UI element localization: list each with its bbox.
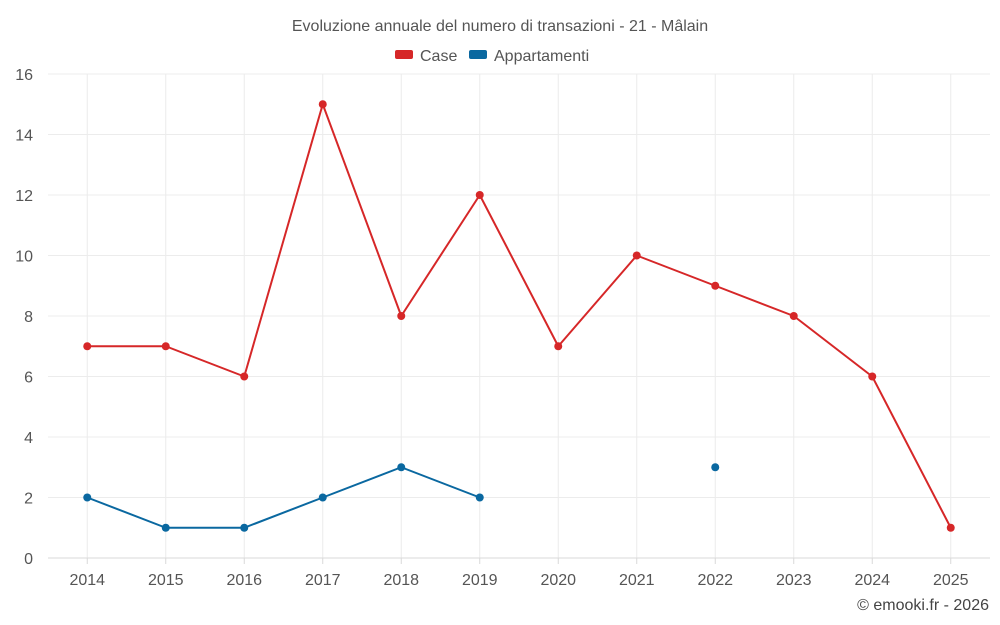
- y-tick-label-6: 6: [24, 370, 33, 387]
- x-tick-label-2024: 2024: [854, 572, 890, 589]
- legend-label-appartamenti: Appartamenti: [494, 48, 589, 65]
- series-appartamenti: [83, 463, 720, 532]
- data-point-case-2016[interactable]: [240, 372, 249, 381]
- legend-item-appartamenti[interactable]: Appartamenti: [469, 48, 589, 65]
- chart-title: Evoluzione annuale del numero di transaz…: [292, 18, 708, 35]
- y-tick-label-12: 12: [15, 188, 33, 205]
- legend-swatch-appartamenti: [469, 50, 487, 59]
- data-point-case-2019[interactable]: [475, 191, 484, 199]
- x-tick-label-2017: 2017: [305, 572, 341, 589]
- grid: [48, 73, 990, 558]
- y-tick-label-14: 14: [15, 128, 33, 145]
- data-point-appartamenti-2017[interactable]: [318, 493, 327, 502]
- series-line-appartamenti-0: [86, 466, 481, 529]
- data-point-case-2024[interactable]: [868, 372, 877, 381]
- x-tick-label-2020: 2020: [540, 572, 576, 589]
- y-tick-label-0: 0: [24, 551, 33, 568]
- data-point-case-2014[interactable]: [83, 342, 92, 351]
- x-tick-label-2015: 2015: [148, 572, 184, 589]
- y-tick-label-4: 4: [24, 430, 33, 447]
- series-case: [83, 100, 955, 532]
- data-point-case-2015[interactable]: [161, 342, 170, 351]
- data-point-appartamenti-2014[interactable]: [83, 493, 92, 502]
- axes: 0 2 4 6 8 10 12 14 16 2014 2015 2016 2017 2018 2019 202…: [15, 67, 990, 589]
- x-tick-label-2019: 2019: [462, 572, 498, 589]
- data-point-case-2018[interactable]: [397, 312, 406, 320]
- data-point-case-2023[interactable]: [789, 312, 798, 320]
- y-tick-label-8: 8: [24, 309, 33, 326]
- data-point-case-2017[interactable]: [318, 100, 327, 109]
- y-tick-label-10: 10: [15, 249, 33, 266]
- legend: Case Appartamenti: [395, 48, 589, 65]
- data-point-appartamenti-2018[interactable]: [397, 463, 406, 472]
- data-point-appartamenti-2019[interactable]: [475, 493, 484, 502]
- x-tick-label-2018: 2018: [383, 572, 419, 589]
- x-tick-label-2014: 2014: [69, 572, 105, 589]
- x-tick-label-2025: 2025: [933, 572, 969, 589]
- data-point-appartamenti-2016[interactable]: [240, 523, 249, 532]
- series-line-case-0: [87, 103, 952, 529]
- legend-swatch-case: [395, 50, 413, 59]
- data-point-case-2021[interactable]: [632, 251, 641, 260]
- data-point-case-2022[interactable]: [711, 281, 720, 290]
- legend-item-case[interactable]: Case: [395, 48, 457, 65]
- data-point-appartamenti-2022[interactable]: [711, 463, 720, 472]
- x-tick-label-2021: 2021: [619, 572, 655, 589]
- x-tick-label-2023: 2023: [776, 572, 812, 589]
- data-point-case-2025[interactable]: [946, 523, 955, 532]
- y-tick-label-2: 2: [24, 491, 33, 508]
- y-tick-label-16: 16: [15, 67, 33, 84]
- series: [83, 100, 955, 532]
- legend-label-case: Case: [420, 48, 457, 65]
- data-point-appartamenti-2015[interactable]: [161, 523, 170, 532]
- copyright-credit: © emooki.fr - 2026: [857, 597, 989, 614]
- x-tick-label-2016: 2016: [226, 572, 262, 589]
- x-tick-label-2022: 2022: [697, 572, 733, 589]
- data-point-case-2020[interactable]: [554, 342, 563, 351]
